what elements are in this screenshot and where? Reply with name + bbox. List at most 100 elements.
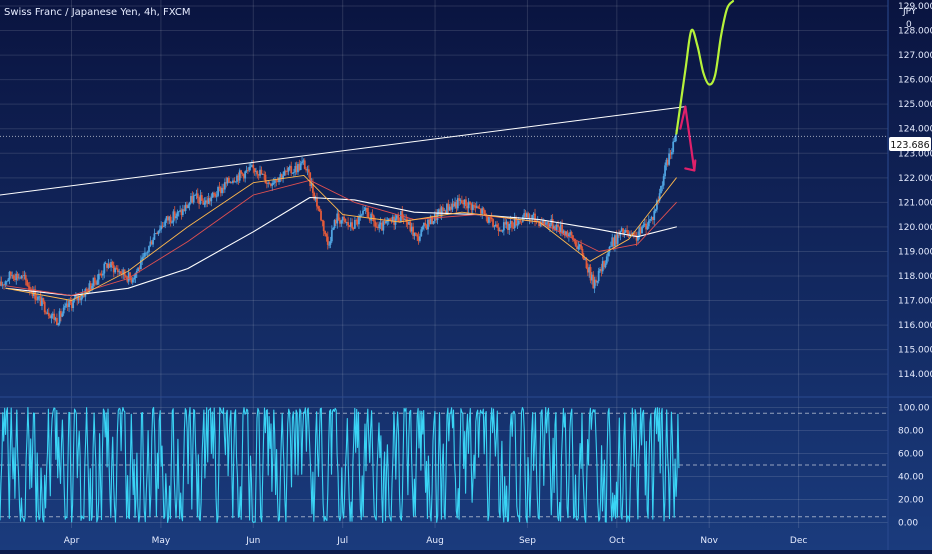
currency-label: JPY xyxy=(902,7,917,17)
candle-body xyxy=(8,271,11,280)
osc-tick-label: 40.00 xyxy=(898,473,924,483)
candle-body xyxy=(154,233,157,234)
candle-body xyxy=(581,248,584,256)
candle-body xyxy=(637,235,639,241)
candle-body xyxy=(612,237,615,247)
candle-body xyxy=(444,210,447,214)
candle-body xyxy=(635,235,638,241)
candle-body xyxy=(497,227,500,231)
candle-body xyxy=(353,220,356,229)
candle-body xyxy=(244,171,247,179)
candle-body xyxy=(479,208,482,214)
candle-body xyxy=(23,275,26,276)
x-tick-label: Jul xyxy=(336,536,348,546)
candle-body xyxy=(108,263,111,268)
candle-body xyxy=(538,220,540,227)
candle-body xyxy=(47,312,50,316)
candle-body xyxy=(370,213,373,221)
candle-body xyxy=(4,281,7,285)
candle-body xyxy=(70,302,73,309)
price-tick-label: 118.000 xyxy=(898,272,932,282)
candle-body xyxy=(172,211,175,223)
candle-body xyxy=(368,218,371,221)
candle-body xyxy=(622,228,624,234)
candle-body xyxy=(118,271,121,273)
candle-body xyxy=(115,267,118,270)
candle-body xyxy=(148,246,150,252)
price-tick-label: 126.000 xyxy=(898,76,932,86)
grid-lines xyxy=(0,0,888,528)
candle-body xyxy=(200,195,203,201)
candle-body xyxy=(520,221,523,223)
candle-body xyxy=(386,220,389,222)
candle-body xyxy=(543,220,546,225)
candle-body xyxy=(470,203,473,210)
candle-body xyxy=(46,312,49,314)
candle-body xyxy=(226,177,229,184)
candle-body xyxy=(329,241,332,245)
candle-body xyxy=(523,213,526,217)
scale-mode-label[interactable]: 0 xyxy=(906,20,912,30)
candle-body xyxy=(627,232,630,236)
candle-body xyxy=(454,202,457,207)
candle-body xyxy=(253,168,256,172)
candle-body xyxy=(252,165,255,169)
candle-body xyxy=(150,241,153,245)
candle-body xyxy=(618,234,620,236)
candle-body xyxy=(341,216,344,221)
candle-body xyxy=(362,210,364,215)
candle-body xyxy=(303,160,306,169)
candle-body xyxy=(382,221,385,231)
x-tick-label: Nov xyxy=(700,536,718,546)
candle-body xyxy=(389,218,391,221)
candle-body xyxy=(562,231,565,234)
candle-body xyxy=(181,209,184,216)
trendline[interactable] xyxy=(0,106,686,196)
candle-body xyxy=(400,211,402,222)
candle-body xyxy=(256,171,259,175)
candle-body xyxy=(466,205,469,209)
candle-body xyxy=(463,199,466,205)
candle-body xyxy=(666,159,669,165)
candle-body xyxy=(74,295,77,298)
candle-body xyxy=(459,200,462,202)
candle-body xyxy=(209,198,211,202)
price-tick-label: 117.000 xyxy=(898,297,932,307)
candle-body xyxy=(504,222,507,225)
candle-body xyxy=(455,202,458,209)
candle-body xyxy=(169,216,172,223)
osc-tick-label: 100.00 xyxy=(898,403,930,413)
candle-body xyxy=(297,164,299,173)
candle-body xyxy=(565,231,568,236)
candle-body xyxy=(539,221,542,227)
candle-body xyxy=(27,285,30,287)
candle-body xyxy=(572,235,574,240)
candle-body xyxy=(161,225,164,227)
x-tick-label: Apr xyxy=(64,536,80,546)
candle-body xyxy=(286,171,289,172)
candle-body xyxy=(432,221,435,224)
candle-body xyxy=(301,161,303,164)
candle-body xyxy=(379,222,382,225)
candle-body xyxy=(22,275,24,277)
candle-body xyxy=(451,203,454,210)
candle-body xyxy=(222,187,225,190)
candle-body xyxy=(591,274,593,281)
candle-body xyxy=(55,318,58,326)
candle-body xyxy=(164,220,167,226)
candle-body xyxy=(19,277,22,279)
candle-body xyxy=(435,213,438,221)
candle-body xyxy=(288,166,291,168)
candle-body xyxy=(234,181,237,183)
candle-body xyxy=(42,298,45,302)
candle-body xyxy=(653,210,656,221)
candle-body xyxy=(437,209,440,213)
candle-body xyxy=(311,183,314,193)
projection-arrow-shaft[interactable] xyxy=(684,105,696,172)
candle-body xyxy=(669,153,672,155)
projection-curve[interactable] xyxy=(675,0,735,135)
candle-body xyxy=(91,285,94,290)
candle-body xyxy=(554,226,557,231)
price-tick-label: 115.000 xyxy=(898,346,932,356)
